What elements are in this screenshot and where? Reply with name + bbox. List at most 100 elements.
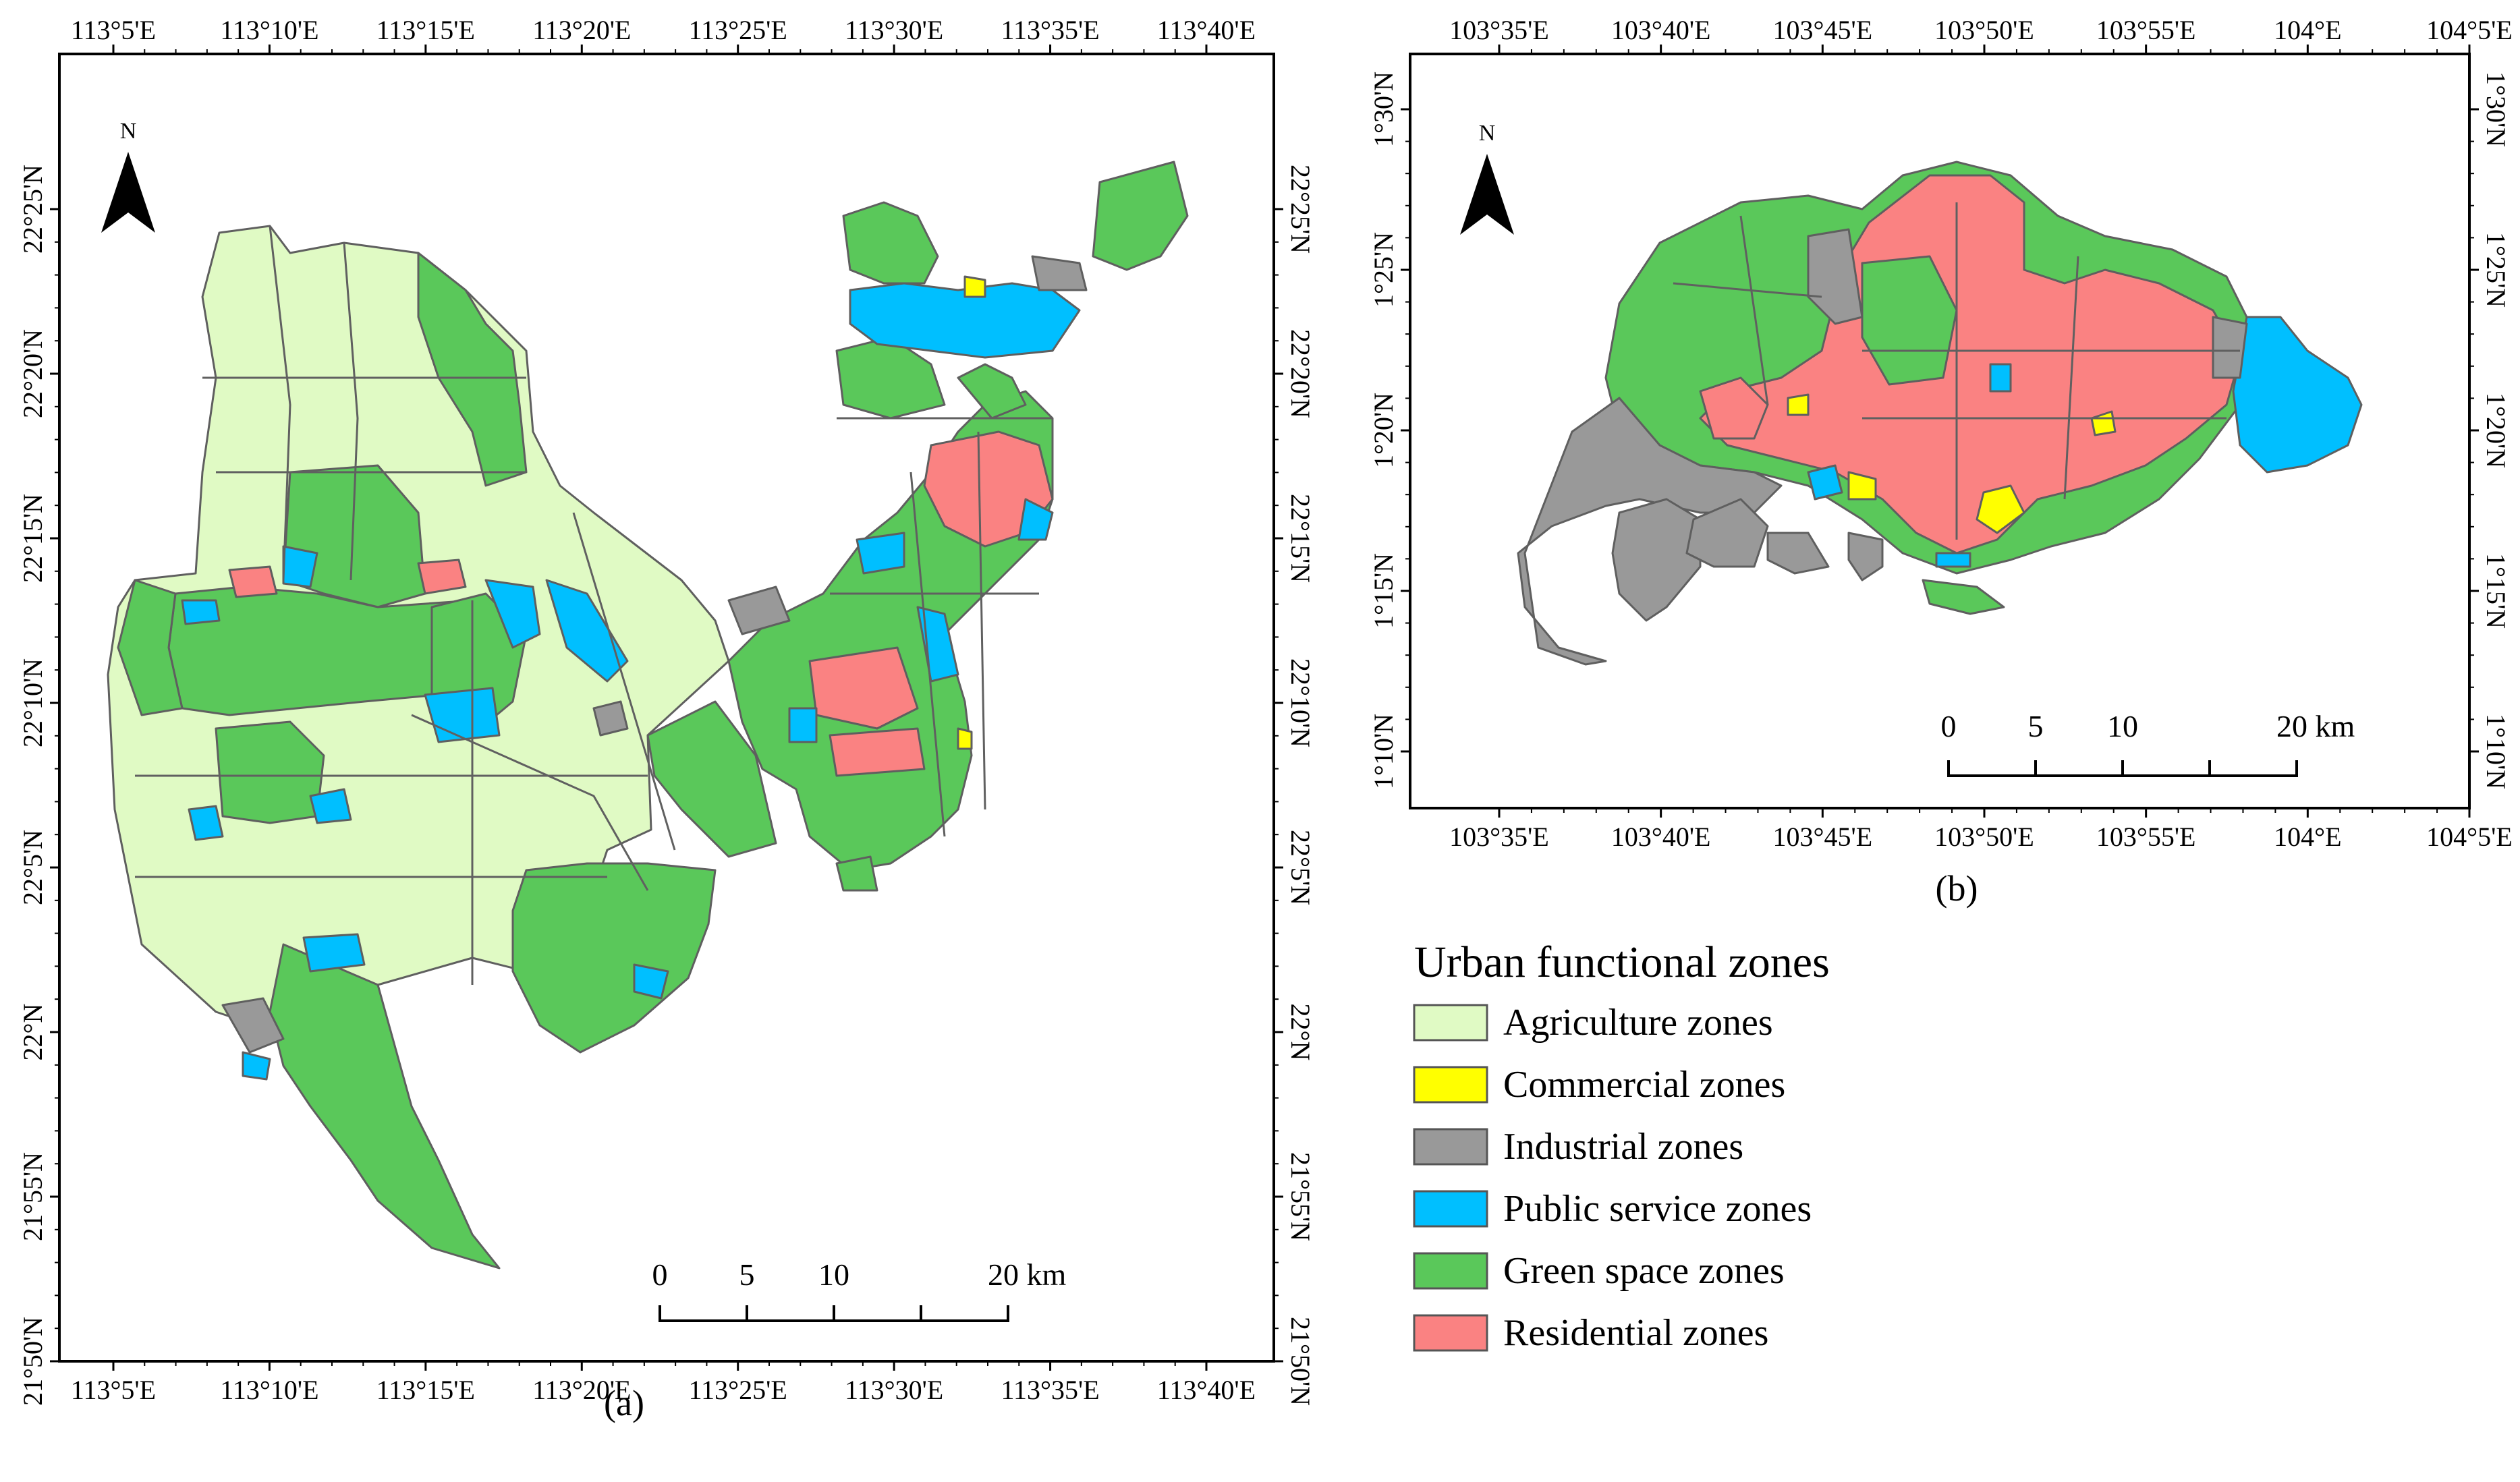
map-b-scale-label-20: 20 km [2276, 709, 2355, 743]
public-service-zone [282, 545, 318, 588]
map-a-north-arrow: N [101, 119, 155, 233]
left-tick-label: 22°15'N [18, 494, 48, 583]
right-tick-label: 1°30'N [2481, 72, 2511, 147]
public-service-zone [1807, 464, 1843, 501]
industrial-zone [1807, 228, 1864, 325]
public-service-zone [1935, 552, 1971, 568]
bottom-tick-label: 103°35'E [1449, 822, 1549, 852]
bottom-tick-label: 103°55'E [2096, 822, 2196, 852]
map-a: 113°5'E 113°5'E 113°10'E 113°10'E 113°15'E 11… [18, 15, 1316, 1423]
right-tick-label: 21°50'N [1285, 1317, 1316, 1406]
industrial-zone [1517, 397, 1783, 666]
bottom-tick-label: 113°15'E [376, 1375, 475, 1405]
map-a-scale-label-5: 5 [739, 1257, 755, 1292]
map-b-zones [1517, 161, 2363, 666]
left-tick-label: 21°50'N [18, 1317, 48, 1406]
bottom-tick-label: 103°50'E [1934, 822, 2034, 852]
public-service-zone [856, 532, 905, 575]
bottom-tick-label: 113°5'E [71, 1375, 156, 1405]
legend-label: Residential zones [1503, 1312, 1768, 1354]
green-space-zone [1092, 161, 1189, 271]
left-tick-label: 22°N [18, 1004, 48, 1061]
legend-swatch [1413, 1190, 1488, 1228]
left-tick-label: 22°25'N [18, 165, 48, 254]
public-service-zone [188, 805, 224, 841]
commercial-zone [957, 727, 973, 750]
top-tick-label: 113°15'E [376, 15, 475, 45]
legend-swatch [1413, 1252, 1488, 1290]
legend-item: Commercial zones [1413, 1064, 1785, 1106]
map-a-scale-label-10: 10 [818, 1257, 849, 1292]
industrial-zone [221, 997, 285, 1054]
top-tick-label: 113°25'E [689, 15, 787, 45]
north-arrow-icon [1460, 154, 1514, 235]
green-space-zone [269, 943, 501, 1270]
legend-item: Residential zones [1413, 1312, 1768, 1354]
map-a-scale-label-20: 20 km [988, 1257, 1067, 1292]
left-tick-label: 1°15'N [1368, 553, 1399, 629]
top-tick-label: 113°10'E [220, 15, 318, 45]
right-tick-label: 1°10'N [2481, 714, 2511, 789]
right-tick-label: 21°55'N [1285, 1152, 1316, 1241]
green-space-zone [1922, 579, 2005, 615]
green-space-zone [835, 855, 878, 892]
right-tick-label: 22°15'N [1285, 494, 1316, 583]
residential-zone [808, 646, 919, 730]
legend-label: Industrial zones [1503, 1126, 1743, 1168]
map-b-caption: (b) [1936, 868, 1978, 909]
top-tick-label: 103°35'E [1449, 15, 1549, 45]
public-service-zone [849, 282, 1081, 359]
residential-zone [228, 565, 278, 598]
green-space-zone [842, 201, 939, 285]
right-tick-label: 22°10'N [1285, 658, 1316, 747]
public-service-zone [309, 788, 352, 824]
residential-zone [1699, 376, 1769, 440]
map-a-ticks: 113°5'E 113°5'E 113°10'E 113°10'E 113°15'E 11… [18, 15, 1316, 1406]
left-tick-label: 22°5'N [18, 830, 48, 905]
public-service-zone [484, 579, 541, 649]
legend: Urban functional zones Agriculture zones… [1413, 938, 1830, 1354]
public-service-zone [1017, 498, 1054, 541]
green-space-zone [1861, 255, 1958, 386]
legend-label: Public service zones [1503, 1188, 1812, 1230]
top-tick-label: 113°35'E [1001, 15, 1099, 45]
legend-swatch [1413, 1314, 1488, 1352]
north-arrow-icon [101, 152, 155, 233]
left-tick-label: 1°30'N [1368, 72, 1399, 147]
map-b-scale-label-0: 0 [1941, 709, 1957, 743]
map-b: 103°35'E 103°35'E 103°40'E 103°40'E 103°45'E… [1368, 15, 2513, 909]
map-a-scale-label-0: 0 [652, 1257, 668, 1292]
industrial-zone [727, 586, 791, 635]
top-tick-label: 103°50'E [1934, 15, 2034, 45]
top-tick-label: 103°45'E [1773, 15, 1873, 45]
top-tick-label: 104°E [2274, 15, 2341, 45]
bottom-tick-label: 113°30'E [845, 1375, 943, 1405]
industrial-zone [1766, 532, 1830, 575]
top-tick-label: 103°55'E [2096, 15, 2196, 45]
map-b-scale-label-5: 5 [2028, 709, 2044, 743]
bottom-tick-label: 103°45'E [1773, 822, 1873, 852]
top-tick-label: 104°5'E [2426, 15, 2513, 45]
bottom-tick-label: 113°10'E [220, 1375, 318, 1405]
right-tick-label: 1°20'N [2481, 393, 2511, 468]
green-space-zone [646, 700, 777, 858]
legend-item: Industrial zones [1413, 1126, 1743, 1168]
map-b-scale-bar: 0 5 10 20 km [1941, 709, 2355, 777]
legend-item: Green space zones [1413, 1250, 1785, 1292]
bottom-tick-label: 113°35'E [1001, 1375, 1099, 1405]
left-tick-label: 1°25'N [1368, 232, 1399, 308]
industrial-zone [1685, 498, 1769, 568]
industrial-zone [2212, 316, 2248, 379]
right-tick-label: 1°15'N [2481, 553, 2511, 629]
right-tick-label: 22°5'N [1285, 830, 1316, 905]
map-a-zones [107, 161, 1189, 1270]
public-service-zone [302, 933, 366, 973]
map-b-scale-label-10: 10 [2107, 709, 2138, 743]
map-b-north-label: N [1479, 121, 1496, 146]
green-space-zone [511, 862, 717, 1054]
map-b-north-arrow: N [1460, 121, 1514, 235]
bottom-tick-label: 104°5'E [2426, 822, 2513, 852]
residential-zone [417, 559, 467, 595]
right-tick-label: 22°25'N [1285, 165, 1316, 254]
